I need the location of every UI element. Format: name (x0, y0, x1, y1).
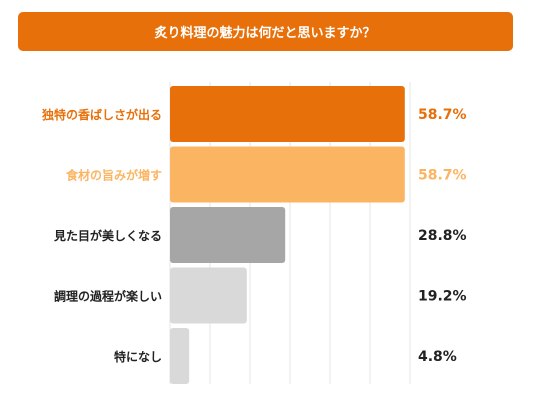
category-label: 独特の香ばしさが出る (41, 107, 162, 122)
category-label: 特になし (114, 349, 162, 364)
value-label: 58.7% (418, 168, 467, 184)
value-label: 19.2% (418, 289, 467, 305)
value-labels: 58.7% 58.7% 28.8% 19.2% 4.8% (418, 107, 467, 365)
bars (170, 86, 405, 384)
title-banner (18, 12, 513, 51)
category-label: 調理の過程が楽しい (54, 289, 162, 304)
value-label: 4.8% (418, 349, 457, 365)
bar (170, 267, 247, 324)
category-label: 見た目が美しくなる (53, 228, 162, 243)
bar (170, 86, 405, 142)
category-label: 食材の旨みが増す (65, 168, 162, 183)
chart-title: 炙り料理の魅力は何だと思いますか？ (154, 25, 375, 41)
value-label: 58.7% (418, 107, 467, 123)
bar (170, 328, 190, 384)
bar (170, 207, 286, 263)
bar (170, 146, 405, 203)
value-label: 28.8% (418, 228, 467, 244)
